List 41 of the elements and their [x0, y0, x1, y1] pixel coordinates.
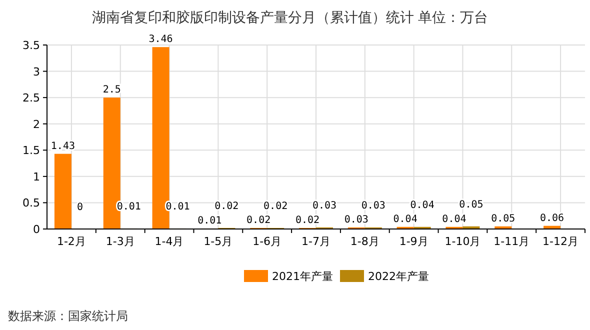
x-tick-label: 1-6月	[252, 235, 282, 248]
chart-title: 湖南省复印和胶版印制设备产量分月（累计值）统计 单位：万台	[92, 10, 488, 26]
data-label: 0.02	[264, 200, 288, 212]
x-tick-label: 1-5月	[204, 235, 233, 248]
data-label: 0.02	[246, 214, 271, 226]
data-label: 0.05	[491, 213, 516, 224]
data-label: 0.02	[295, 214, 320, 226]
x-tick-label: 1-2月	[56, 235, 86, 248]
data-label: 0.02	[214, 200, 239, 212]
data-label: 3.46	[148, 34, 173, 46]
x-tick-label: 1-4月	[154, 235, 184, 248]
data-label: 0	[76, 202, 83, 213]
data-label: 0.06	[540, 212, 564, 224]
y-tick-label: 2	[33, 118, 40, 131]
y-tick-label: 1.5	[22, 144, 40, 158]
data-label: 0.01	[198, 215, 222, 226]
data-label: 0.03	[344, 214, 368, 226]
x-tick-label: 1-11月	[494, 235, 530, 248]
data-label: 0.04	[442, 214, 466, 225]
y-tick-label: 2.5	[22, 92, 40, 105]
data-label: 2.5	[102, 84, 121, 96]
x-tick-label: 1-12月	[542, 235, 579, 248]
legend-label: 2022年产量	[368, 270, 429, 283]
y-tick-label: 3.5	[22, 39, 40, 52]
data-label: 1.43	[50, 140, 75, 152]
data-label: 0.03	[361, 200, 386, 212]
x-tick-label: 1-3月	[106, 235, 135, 248]
data-label: 0.04	[393, 214, 418, 225]
y-tick-label: 3	[33, 65, 40, 78]
data-label: 0.05	[459, 199, 484, 210]
x-tick-label: 1-10月	[444, 235, 481, 248]
y-tick-label: 1	[33, 170, 40, 184]
x-tick-label: 1-8月	[350, 235, 380, 248]
x-tick-label: 1-7月	[302, 235, 330, 248]
y-tick-label: 0.5	[22, 196, 40, 210]
data-label: 0.03	[312, 200, 337, 212]
data-label: 0.04	[410, 200, 434, 211]
source-note: 数据来源：国家统计局	[8, 309, 128, 323]
x-tick-label: 1-9月	[399, 235, 428, 248]
legend-label: 2021年产量	[272, 270, 333, 283]
y-tick-label: 0	[33, 223, 40, 236]
